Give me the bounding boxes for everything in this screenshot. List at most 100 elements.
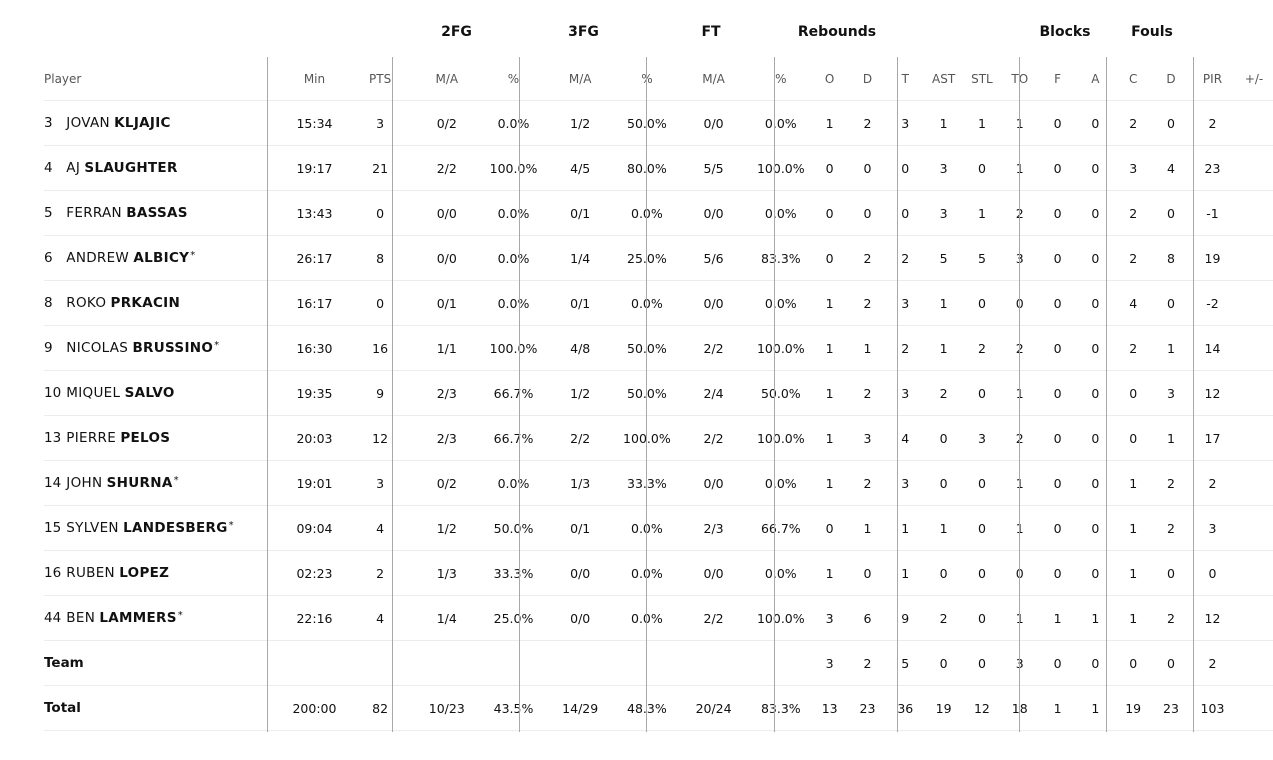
player-last-name: SALVO [124, 385, 175, 401]
stat-foul-c: 0 [1114, 640, 1153, 686]
stat-reb-o: 13 [810, 685, 849, 731]
stat-fg3-ma: 1/4 [542, 235, 618, 281]
stat-ft-pct: 66.7% [750, 505, 811, 551]
stat-fg3-ma: 0/0 [542, 595, 618, 641]
stat-min: 22:16 [278, 595, 351, 641]
stat-ft-pct: 100.0% [750, 325, 811, 371]
player-first-name: JOVAN [66, 115, 110, 131]
stat-pm [1235, 235, 1273, 281]
player-cell: 15 SYLVEN LANDESBERG* [44, 505, 279, 551]
stat-reb-d: 1 [848, 505, 887, 551]
stat-fg2-pct: 25.0% [484, 595, 543, 641]
stat-fg3-ma: 0/1 [542, 505, 618, 551]
stat-reb-t: 2 [886, 325, 925, 371]
stat-ast: 0 [924, 550, 964, 596]
stat-fg2-ma: 0/0 [409, 190, 485, 236]
col-reb-o: O [824, 71, 835, 86]
stat-pm [1235, 415, 1273, 461]
stat-ft-pct: 83.3% [750, 685, 811, 731]
stat-reb-o: 1 [810, 325, 849, 371]
group-header-rebounds: Rebounds [797, 24, 877, 40]
player-last-name: SLAUGHTER [84, 160, 178, 176]
stat-reb-t: 2 [886, 235, 925, 281]
stat-fg2-ma: 10/23 [409, 685, 485, 731]
stat-blk-f: 1 [1038, 685, 1077, 731]
stat-foul-d: 3 [1152, 370, 1190, 416]
stat-pir: 103 [1189, 685, 1236, 731]
stat-ft-ma: 5/5 [676, 145, 751, 191]
stat-blk-a: 0 [1076, 100, 1115, 146]
stat-pir: -2 [1189, 280, 1236, 326]
stat-reb-o: 1 [810, 415, 849, 461]
stat-fg3-ma: 4/5 [542, 145, 618, 191]
stat-blk-a: 0 [1076, 190, 1115, 236]
stat-pir: 12 [1189, 595, 1236, 641]
player-number: 14 [44, 475, 62, 491]
player-last-name: LANDESBERG [123, 520, 228, 536]
player-cell: 4 AJ SLAUGHTER [44, 145, 279, 191]
player-number: 6 [44, 250, 53, 266]
stat-pts: 2 [350, 550, 410, 596]
player-number: 9 [44, 340, 53, 356]
stat-reb-o: 3 [810, 640, 849, 686]
stat-pm [1235, 145, 1273, 191]
player-last-name: KLJAJIC [114, 115, 171, 131]
stat-fg2-pct: 0.0% [484, 100, 543, 146]
stat-fg2-pct: 0.0% [484, 235, 543, 281]
stat-stl: 0 [963, 370, 1001, 416]
stat-blk-a: 0 [1076, 235, 1115, 281]
stat-foul-c: 3 [1114, 145, 1153, 191]
stat-ft-ma: 2/2 [676, 595, 751, 641]
player-row: 44 BEN LAMMERS*22:1641/425.0%0/00.0%2/21… [44, 595, 1273, 641]
stat-stl: 0 [963, 550, 1001, 596]
team-label: Team [44, 655, 84, 671]
stat-foul-c: 1 [1114, 550, 1153, 596]
divider [774, 57, 775, 732]
stat-fg2-pct: 100.0% [484, 325, 543, 371]
stat-pts: 8 [350, 235, 410, 281]
stat-pir: 2 [1189, 100, 1236, 146]
stat-foul-c: 1 [1114, 505, 1153, 551]
player-row: 10 MIQUEL SALVO19:3592/366.7%1/250.0%2/4… [44, 370, 1273, 416]
player-cell: 10 MIQUEL SALVO [44, 370, 279, 416]
stat-fg2-pct: 0.0% [484, 280, 543, 326]
stat-ast: 0 [924, 460, 964, 506]
player-last-name: LAMMERS [99, 610, 177, 626]
total-label-cell: Total [44, 685, 279, 731]
stat-foul-c: 19 [1114, 685, 1153, 731]
stat-reb-o: 3 [810, 595, 849, 641]
stat-fg3-ma: 0/1 [542, 190, 618, 236]
stat-ast: 1 [924, 325, 964, 371]
stat-pm [1235, 190, 1273, 236]
stat-blk-f: 0 [1038, 370, 1077, 416]
stat-fg2-pct: 100.0% [484, 145, 543, 191]
stat-pm [1235, 370, 1273, 416]
stat-min: 19:35 [278, 370, 351, 416]
player-first-name: ROKO [66, 295, 107, 311]
stat-fg2-ma: 2/3 [409, 415, 485, 461]
stat-blk-f: 0 [1038, 235, 1077, 281]
col-pts: PTS [369, 71, 392, 86]
stat-pir: 23 [1189, 145, 1236, 191]
stat-fg2-ma: 0/0 [409, 235, 485, 281]
player-last-name: PELOS [120, 430, 171, 446]
stat-ast: 2 [924, 370, 964, 416]
stat-stl: 0 [963, 595, 1001, 641]
stat-blk-a: 0 [1076, 370, 1115, 416]
stat-ast: 3 [924, 190, 964, 236]
stat-ft-pct: 0.0% [750, 460, 811, 506]
player-row: 16 RUBEN LOPEZ02:2321/333.3%0/00.0%0/00.… [44, 550, 1273, 596]
stat-ft-pct: 100.0% [750, 595, 811, 641]
stat-min: 20:03 [278, 415, 351, 461]
stat-foul-c: 1 [1114, 460, 1153, 506]
col-min: Min [303, 71, 326, 86]
divider [1106, 57, 1107, 732]
starter-mark: * [177, 610, 183, 621]
stat-fg3-ma: 1/2 [542, 370, 618, 416]
player-first-name: SYLVEN [66, 520, 119, 536]
stat-blk-a: 0 [1076, 325, 1115, 371]
group-header-ft: FT [701, 24, 721, 40]
player-number: 3 [44, 115, 53, 131]
stat-stl: 0 [963, 460, 1001, 506]
